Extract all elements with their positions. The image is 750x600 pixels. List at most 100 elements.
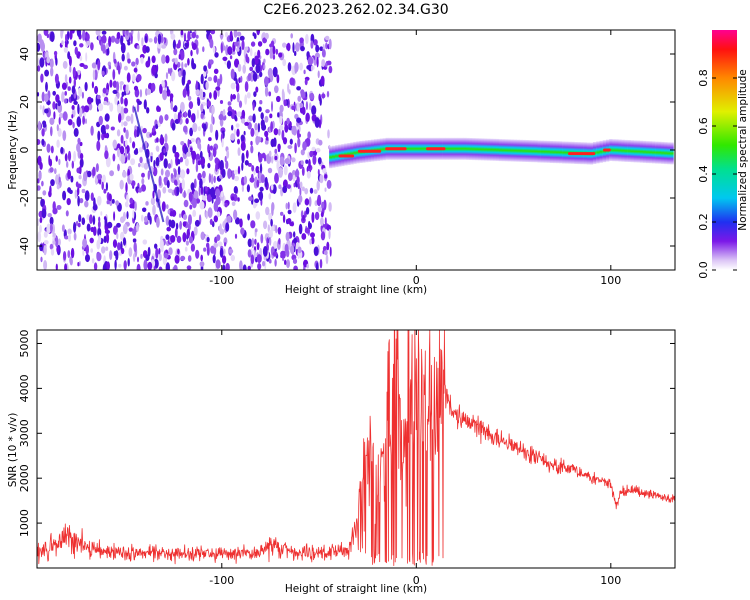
noise-speckle <box>52 201 56 212</box>
noise-speckle <box>297 246 302 254</box>
noise-speckle <box>284 158 290 165</box>
noise-speckle <box>121 53 125 62</box>
colorbar-label: Normalized spectral amplitude <box>737 69 749 230</box>
noise-speckle <box>98 103 104 112</box>
noise-speckle <box>123 127 126 133</box>
noise-speckle <box>272 45 276 55</box>
noise-speckle <box>120 35 124 46</box>
noise-speckle <box>212 45 216 54</box>
noise-speckle <box>50 67 54 77</box>
noise-speckle <box>197 98 201 106</box>
doppler-track-segment <box>562 141 566 164</box>
noise-speckle <box>141 37 144 47</box>
noise-speckle <box>154 261 158 267</box>
noise-speckle <box>119 83 123 91</box>
noise-speckle <box>154 72 158 79</box>
noise-speckle <box>42 190 47 196</box>
noise-speckle <box>139 156 143 164</box>
noise-speckle <box>97 130 101 141</box>
x-tick-label: -100 <box>209 574 234 587</box>
noise-speckle <box>275 225 278 234</box>
noise-speckle <box>55 236 59 248</box>
noise-speckle <box>117 163 120 172</box>
noise-speckle <box>50 248 55 256</box>
noise-speckle <box>304 227 310 234</box>
noise-speckle <box>259 71 263 78</box>
noise-speckle <box>58 112 64 119</box>
doppler-track-segment <box>540 140 544 163</box>
noise-speckle <box>64 91 67 96</box>
noise-speckle <box>66 161 69 168</box>
noise-speckle <box>121 91 125 98</box>
noise-speckle <box>299 181 303 189</box>
noise-speckle <box>175 180 178 186</box>
noise-speckle <box>247 265 251 270</box>
noise-speckle <box>305 112 310 123</box>
noise-speckle <box>254 228 258 233</box>
noise-speckle <box>207 76 213 82</box>
noise-speckle <box>191 113 195 123</box>
noise-speckle <box>326 60 332 66</box>
noise-speckle <box>133 85 139 91</box>
noise-speckle <box>213 75 218 83</box>
noise-speckle <box>237 147 241 157</box>
noise-speckle <box>268 91 272 97</box>
noise-speckle <box>119 81 124 86</box>
noise-speckle <box>298 102 304 109</box>
noise-speckle <box>174 57 178 65</box>
noise-speckle <box>264 32 269 40</box>
noise-speckle <box>247 213 251 221</box>
noise-speckle <box>161 201 166 212</box>
noise-speckle <box>220 190 224 198</box>
noise-speckle <box>231 201 236 207</box>
doppler-track-segment <box>420 137 425 160</box>
noise-speckle <box>90 125 94 136</box>
noise-speckle <box>138 147 143 153</box>
noise-speckle <box>140 253 143 259</box>
noise-speckle <box>231 196 235 201</box>
noise-speckle <box>292 174 296 182</box>
noise-speckle <box>241 152 245 164</box>
noise-speckle <box>184 63 188 68</box>
noise-speckle <box>167 188 173 193</box>
noise-speckle <box>69 65 72 73</box>
noise-speckle <box>240 75 243 83</box>
noise-speckle <box>258 106 262 112</box>
noise-speckle <box>189 127 194 137</box>
noise-speckle <box>274 148 278 154</box>
noise-speckle <box>120 134 124 144</box>
doppler-track-segment <box>469 138 473 160</box>
noise-speckle <box>262 37 267 44</box>
doppler-track-segment <box>645 141 650 164</box>
noise-speckle <box>82 249 85 256</box>
noise-speckle <box>319 174 324 184</box>
doppler-track-segment <box>636 140 641 163</box>
noise-speckle <box>326 179 332 189</box>
doppler-track-segment <box>417 137 422 160</box>
noise-speckle <box>209 218 213 225</box>
noise-speckle <box>164 133 168 143</box>
noise-speckle <box>313 246 319 256</box>
noise-speckle <box>60 146 64 154</box>
doppler-track-segment <box>335 145 339 168</box>
noise-speckle <box>325 62 328 68</box>
noise-speckle <box>292 42 295 53</box>
noise-speckle <box>151 127 155 133</box>
noise-speckle <box>67 250 71 259</box>
noise-speckle <box>322 168 327 174</box>
noise-speckle <box>206 236 210 243</box>
noise-speckle <box>147 246 151 257</box>
noise-speckle <box>225 31 228 38</box>
noise-speckle <box>300 160 304 166</box>
noise-speckle <box>55 174 59 185</box>
noise-speckle <box>191 150 197 161</box>
doppler-track-segment <box>642 140 647 163</box>
noise-speckle <box>182 88 187 98</box>
doppler-track-segment <box>484 138 488 161</box>
noise-speckle <box>159 152 164 161</box>
noise-speckle <box>297 182 301 190</box>
noise-speckle <box>287 62 292 72</box>
noise-speckle <box>185 240 189 246</box>
noise-speckle <box>84 105 90 113</box>
noise-speckle <box>159 239 164 250</box>
